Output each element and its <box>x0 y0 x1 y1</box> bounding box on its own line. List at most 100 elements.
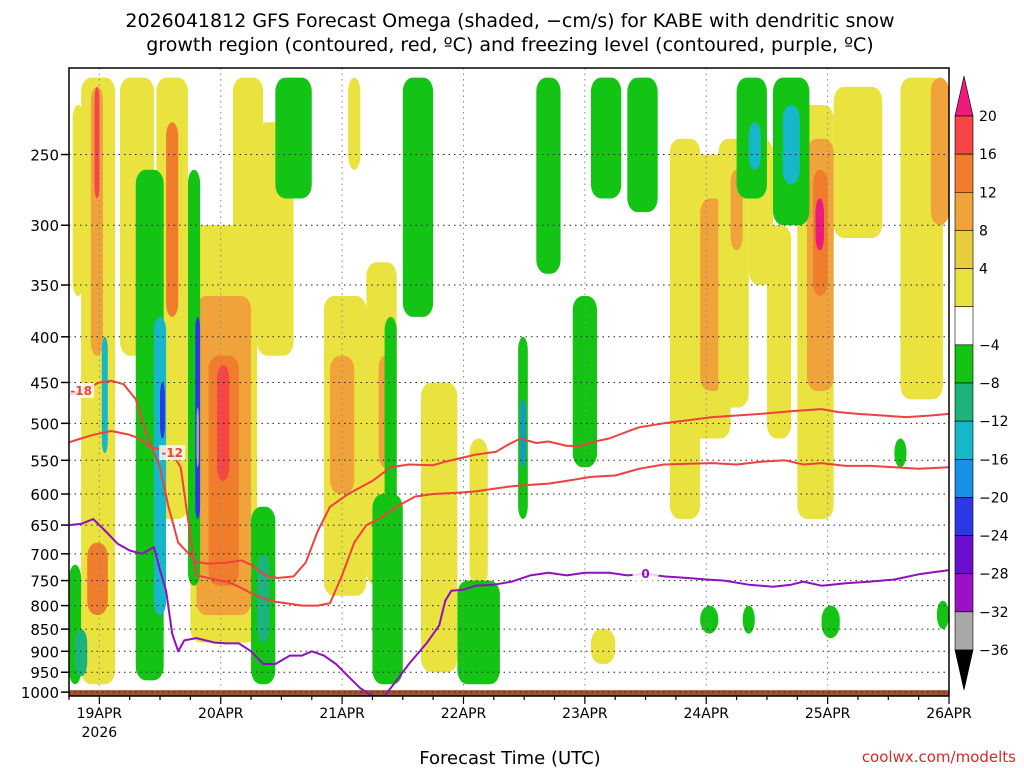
omega-cell <box>329 355 355 495</box>
colorbar-label: −16 <box>979 452 1009 468</box>
y-tick-label: 700 <box>30 546 59 564</box>
colorbar-label: −4 <box>979 338 1000 354</box>
temperature-contours: -18 -12 0 <box>69 379 949 696</box>
x-tick-label: 23APR <box>562 706 608 722</box>
x-tick-sublabel: 2026 <box>82 725 118 741</box>
x-tick-label: 21APR <box>319 706 365 722</box>
omega-cell <box>275 77 312 199</box>
omega-cell <box>166 122 179 317</box>
x-tick-label: 19APR <box>77 706 123 722</box>
contour--18 <box>69 379 949 579</box>
x-tick-label: 24APR <box>683 706 729 722</box>
omega-cell <box>930 77 949 226</box>
y-tick-label: 1000 <box>21 684 59 702</box>
colorbar-label: 8 <box>979 223 988 239</box>
omega-cell <box>232 77 264 274</box>
omega-shading <box>69 77 949 685</box>
y-tick-label: 750 <box>30 573 59 591</box>
x-tick-label: 25APR <box>805 706 851 722</box>
y-tick-label: 450 <box>30 374 59 392</box>
omega-cell <box>421 382 458 673</box>
omega-cell <box>815 198 824 251</box>
omega-cell <box>590 77 622 199</box>
colorbar-label: −32 <box>979 605 1009 621</box>
colorbar-label: −24 <box>979 529 1009 545</box>
omega-cell <box>72 104 84 296</box>
colorbar-label: −20 <box>979 490 1009 506</box>
y-tick-label: 350 <box>30 277 59 295</box>
surface-fill <box>69 690 949 696</box>
colorbar-label: 16 <box>979 147 997 163</box>
contour-label: 0 <box>641 567 649 581</box>
omega-cell <box>894 438 907 468</box>
y-axis: 250 300 350 400 450 500 550 600 650 700 750 800 850 9… <box>21 147 69 702</box>
omega-cell <box>590 629 616 664</box>
omega-cell <box>766 225 792 439</box>
colorbar-label: −8 <box>979 376 1000 392</box>
colorbar-segment <box>954 191 974 231</box>
colorbar-segment <box>954 115 974 155</box>
x-tick-label: 22APR <box>441 706 487 722</box>
colorbar-top-arrow <box>954 75 974 117</box>
x-tick-label: 26APR <box>926 706 972 722</box>
omega-cell <box>457 580 500 685</box>
colorbar-label: 20 <box>979 109 997 125</box>
y-tick-label: 950 <box>30 664 59 682</box>
omega-cell <box>833 86 883 238</box>
y-tick-label: 850 <box>30 621 59 639</box>
omega-cell <box>821 605 840 639</box>
y-tick-label: 400 <box>30 329 59 347</box>
y-tick-label: 500 <box>30 415 59 433</box>
y-tick-label: 900 <box>30 643 59 661</box>
x-axis: 19APR 2026 20APR 21APR 22APR 23APR 24APR 25APR 2… <box>68 696 972 741</box>
colorbar-label: 4 <box>979 262 988 278</box>
colorbar-segment <box>954 382 974 422</box>
colorbar-segment <box>954 458 974 498</box>
contour-0 <box>69 518 949 696</box>
omega-cell <box>160 382 165 439</box>
y-tick-label: 250 <box>30 147 59 165</box>
contour-label-bg <box>69 383 95 399</box>
omega-cell <box>700 605 719 634</box>
omega-cell <box>936 600 949 630</box>
omega-cell <box>742 605 755 634</box>
colorbar-segment <box>954 344 974 384</box>
omega-cell <box>536 77 561 274</box>
colorbar-segment <box>954 230 974 269</box>
contour-label: -12 <box>161 446 183 460</box>
colorbar-label: −36 <box>979 643 1009 659</box>
omega-cell <box>196 407 199 468</box>
omega-cell <box>90 86 103 356</box>
colorbar: 20 16 12 8 4 −4 −8 −12 −16 −20 −24 −28 −32 −36 <box>954 75 1009 691</box>
colorbar-segment <box>954 420 974 460</box>
omega-cell <box>94 86 100 199</box>
omega-cell <box>101 336 108 454</box>
omega-cell <box>372 494 403 685</box>
colorbar-segment <box>954 573 974 613</box>
chart-title-line2: growth region (contoured, red, ºC) and f… <box>146 34 873 56</box>
y-tick-label: 550 <box>30 452 59 470</box>
omega-cell <box>520 399 526 468</box>
colorbar-segment <box>954 153 974 193</box>
colorbar-label: 12 <box>979 185 997 201</box>
omega-cell <box>469 438 488 586</box>
watermark: coolwx.com/modelts <box>862 748 1016 766</box>
colorbar-label: −12 <box>979 414 1009 430</box>
colorbar-segment <box>954 611 974 651</box>
omega-cell <box>75 629 88 677</box>
surface-terrain <box>69 690 949 696</box>
y-tick-label: 600 <box>30 486 59 504</box>
contour-label-bg <box>632 565 659 581</box>
y-tick-label: 300 <box>30 217 59 235</box>
omega-cell <box>87 542 108 616</box>
colorbar-segment <box>954 268 974 308</box>
omega-cell <box>782 104 800 185</box>
omega-cell <box>627 77 658 213</box>
omega-cell <box>402 77 434 317</box>
contour--12 <box>69 430 949 607</box>
colorbar-label: −28 <box>979 567 1009 583</box>
colorbar-segment <box>954 306 974 346</box>
x-tick-label: 20APR <box>198 706 244 722</box>
contour-label-bg <box>159 445 186 461</box>
contour-label: -18 <box>70 384 92 398</box>
